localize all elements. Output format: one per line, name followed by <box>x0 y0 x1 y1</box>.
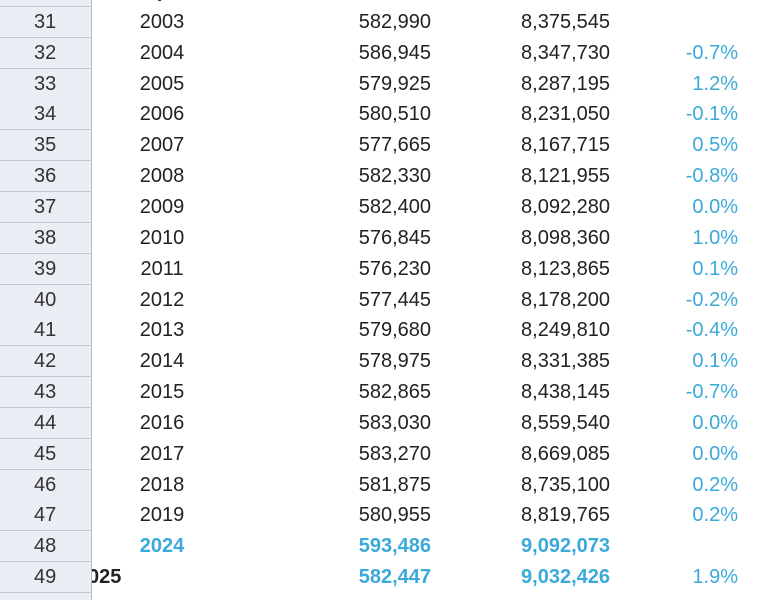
value-cell: 8,438,145 <box>521 381 610 404</box>
year-cell: 2003 <box>139 10 185 33</box>
change-cell: -0.4% <box>685 319 738 342</box>
value-cell: 8,347,730 <box>521 41 610 64</box>
change-cell: -0.7% <box>685 381 738 404</box>
value-cell: 8,735,100 <box>521 473 610 496</box>
value-cell: 8,249,810 <box>521 319 610 342</box>
value-cell: 8,375,545 <box>521 10 610 33</box>
row-header[interactable]: 48 <box>0 531 92 563</box>
year-cell: 2012 <box>139 288 185 311</box>
row-header[interactable]: 46 <box>0 469 92 501</box>
value-cell: 579,925 <box>358 72 431 95</box>
row-header[interactable]: 47 <box>0 500 92 532</box>
value-cell: 593,486 <box>358 535 431 558</box>
value-cell: 8,178,200 <box>521 288 610 311</box>
row-header[interactable]: 37 <box>0 191 92 223</box>
year-cell: 2017 <box>139 442 185 465</box>
year-cell: 2016 <box>139 411 185 434</box>
row-header[interactable]: 33 <box>0 68 92 100</box>
row-header[interactable]: 49 <box>0 562 92 594</box>
year-cell: 2013 <box>139 319 185 342</box>
row-header[interactable]: 35 <box>0 130 92 162</box>
row-header[interactable]: 34 <box>0 99 92 131</box>
change-cell: 0.2% <box>692 473 738 496</box>
value-cell: 583,030 <box>358 411 431 434</box>
change-cell: 0.1% <box>692 350 738 373</box>
year-cell: 2014 <box>139 350 185 373</box>
change-cell: -0.2% <box>685 288 738 311</box>
value-cell: 9,092,073 <box>521 535 610 558</box>
row-header[interactable]: 50 <box>0 593 92 600</box>
value-cell: 582,865 <box>358 381 431 404</box>
row-header[interactable]: 40 <box>0 284 92 316</box>
change-cell: 0.0% <box>692 411 738 434</box>
change-cell: 0.1% <box>692 257 738 280</box>
year-cell: 2004 <box>139 41 185 64</box>
change-cell: 1.2% <box>692 72 738 95</box>
year-cell: 2010 <box>139 226 185 249</box>
value-cell: 577,445 <box>358 288 431 311</box>
value-cell: 582,400 <box>358 195 431 218</box>
value-cell: 8,098,360 <box>521 226 610 249</box>
value-cell: 8,092,280 <box>521 195 610 218</box>
row-label: 025 <box>88 566 122 589</box>
year-cell: 2018 <box>139 473 185 496</box>
year-cell: 2015 <box>139 381 185 404</box>
value-cell: 8,123,865 <box>521 257 610 280</box>
value-cell: 581,875 <box>358 473 431 496</box>
value-cell: 582,330 <box>358 165 431 188</box>
value-cell: 583,270 <box>358 442 431 465</box>
year-cell: 2009 <box>139 195 185 218</box>
value-cell: 580,510 <box>358 103 431 126</box>
value-cell: 582,990 <box>358 10 431 33</box>
change-cell: 1.0% <box>692 226 738 249</box>
row-header[interactable]: 44 <box>0 407 92 439</box>
value-cell: 578,975 <box>358 350 431 373</box>
row-header[interactable]: 39 <box>0 253 92 285</box>
change-cell: 0.5% <box>692 134 738 157</box>
change-cell: 0.0% <box>692 442 738 465</box>
row-header[interactable]: 30 <box>0 0 92 7</box>
year-cell: 2011 <box>140 257 184 280</box>
value-cell: 576,845 <box>358 226 431 249</box>
year-cell: 2005 <box>139 72 185 95</box>
row-header[interactable]: 32 <box>0 37 92 69</box>
value-cell: 579,680 <box>358 319 431 342</box>
year-cell: 2024 <box>139 535 185 558</box>
value-cell: 586,945 <box>358 41 431 64</box>
value-cell: 8,819,765 <box>521 504 610 527</box>
value-cell: 8,167,715 <box>521 134 610 157</box>
change-cell: 0.0% <box>692 195 738 218</box>
value-cell: 577,665 <box>358 134 431 157</box>
year-cell: 2006 <box>139 103 185 126</box>
value-cell: 576,230 <box>358 257 431 280</box>
value-cell: 8,121,955 <box>521 165 610 188</box>
row-header[interactable]: 36 <box>0 161 92 193</box>
row-header[interactable]: 45 <box>0 438 92 470</box>
value-cell: 9,032,426 <box>521 566 610 589</box>
value-cell: 582,447 <box>358 566 431 589</box>
row-header[interactable]: 38 <box>0 222 92 254</box>
row-label: umber (hea <box>88 0 196 6</box>
row-header[interactable]: 42 <box>0 346 92 378</box>
change-cell: 0.2% <box>692 504 738 527</box>
value-cell: 8,287,195 <box>521 72 610 95</box>
value-cell: 8,559,540 <box>521 411 610 434</box>
row-header[interactable]: 41 <box>0 315 92 347</box>
change-cell: -0.1% <box>685 103 738 126</box>
change-cell: -0.8% <box>685 165 738 188</box>
value-cell: 8,669,085 <box>521 442 610 465</box>
year-cell: 2008 <box>139 165 185 188</box>
value-cell: 580,955 <box>358 504 431 527</box>
value-cell: 8,231,050 <box>521 103 610 126</box>
value-cell: 8,331,385 <box>521 350 610 373</box>
year-cell: 2019 <box>139 504 185 527</box>
row-header[interactable]: 31 <box>0 6 92 38</box>
year-cell: 2007 <box>139 134 185 157</box>
change-cell: -0.7% <box>685 41 738 64</box>
change-cell: 1.9% <box>692 566 738 589</box>
row-header[interactable]: 43 <box>0 377 92 409</box>
